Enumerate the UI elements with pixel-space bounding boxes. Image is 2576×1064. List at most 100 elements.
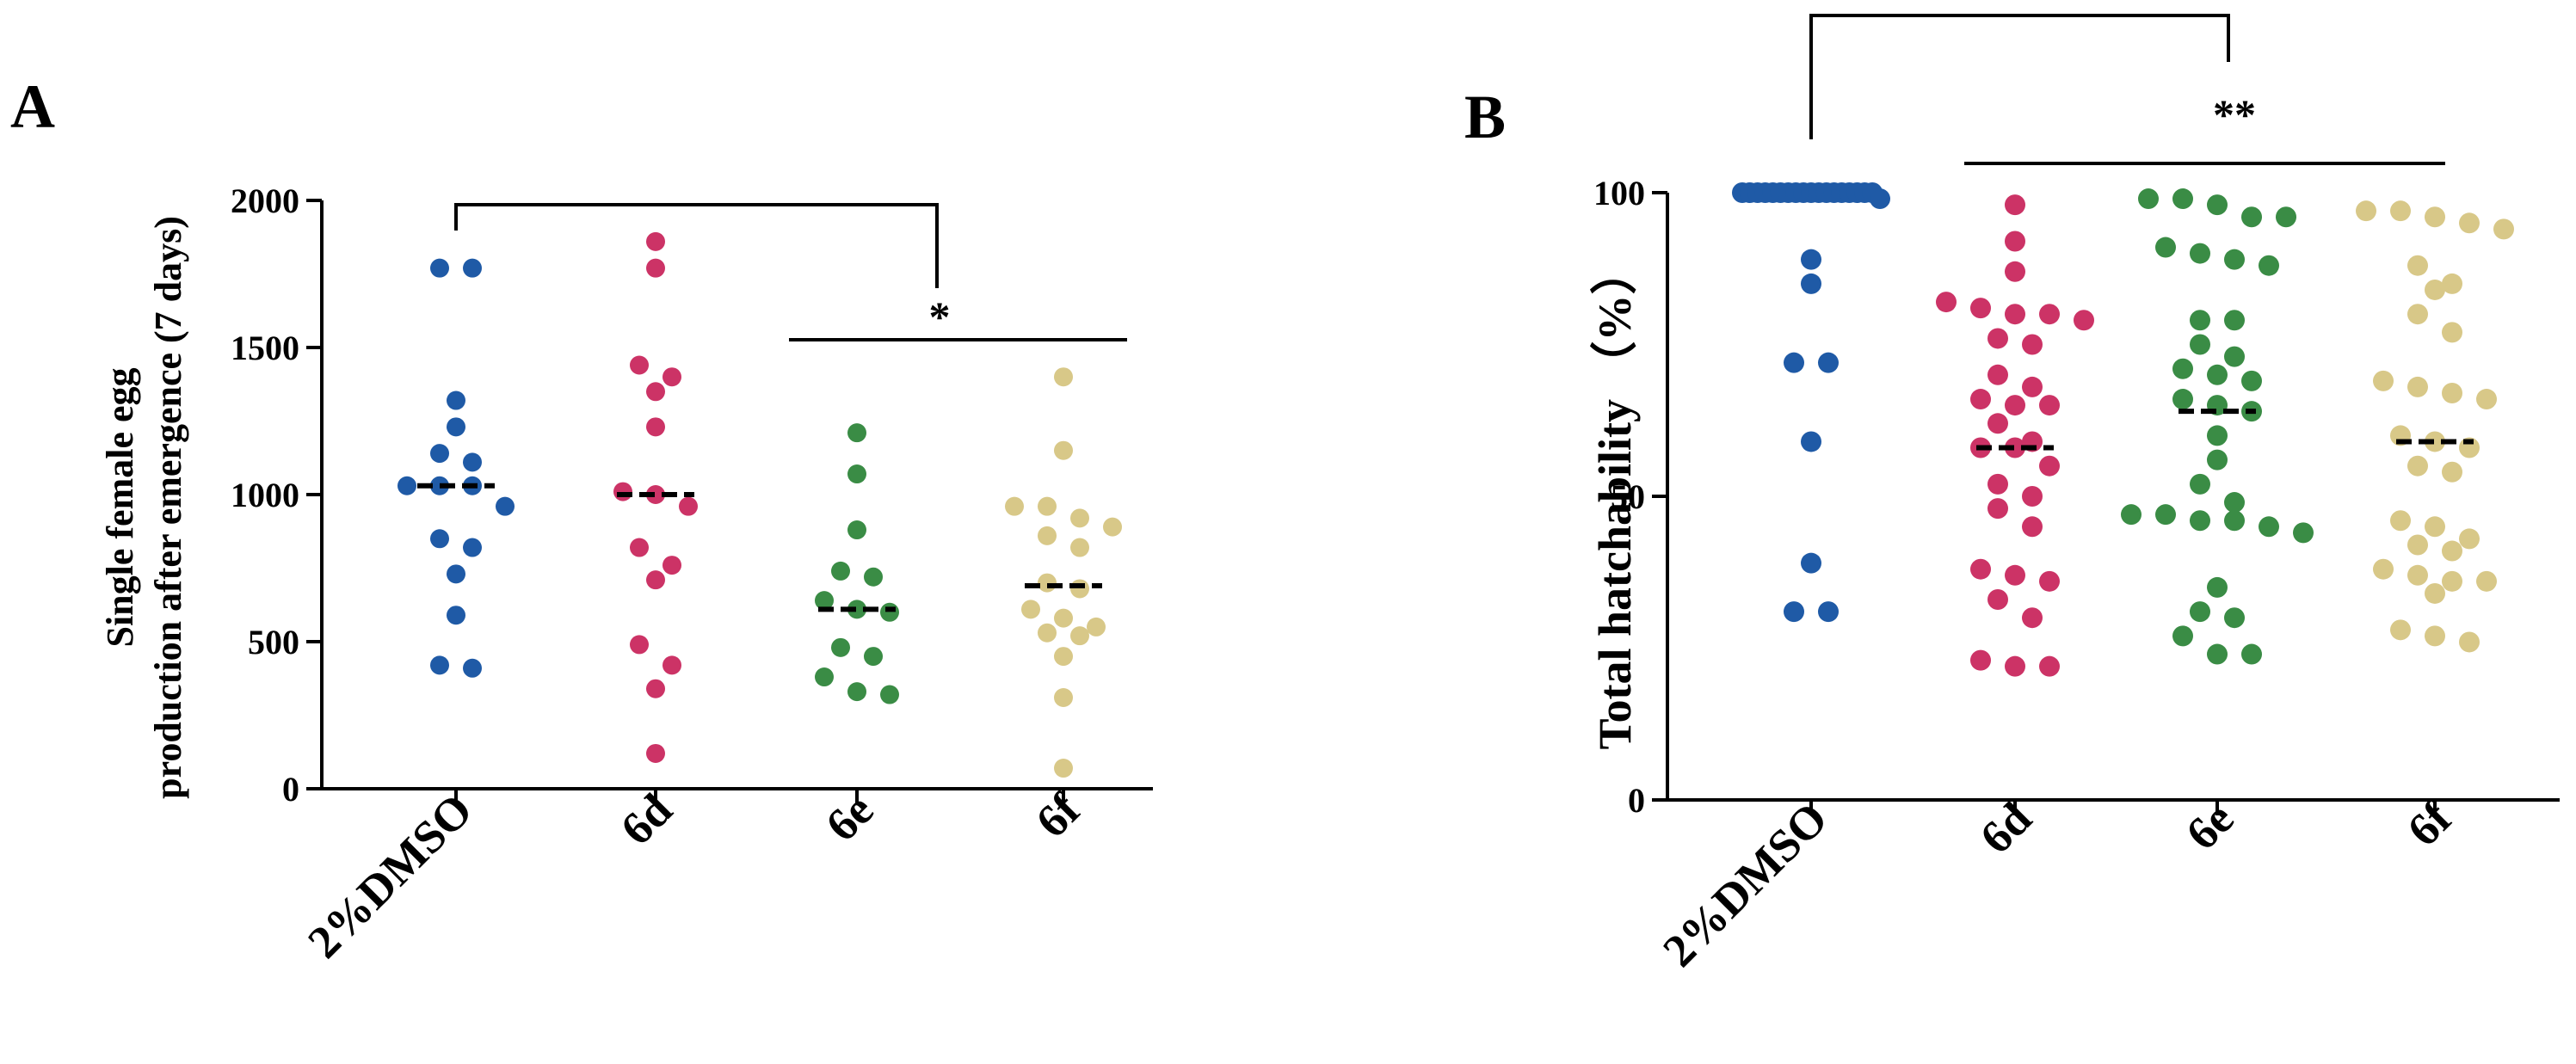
data-point-b-6f xyxy=(2493,218,2514,240)
x-category-label-b: 6e xyxy=(2176,792,2243,859)
data-point-b-6e xyxy=(2190,334,2210,355)
data-point-b-6e xyxy=(2155,237,2176,258)
data-point-b-6d xyxy=(2039,570,2060,592)
data-point-b-6d xyxy=(1987,364,2008,385)
data-point-b-6d xyxy=(2022,486,2043,507)
data-point-b-2dmso xyxy=(1801,431,1821,452)
x-category-label-a: 6d xyxy=(611,784,682,855)
data-point-a-2dmso xyxy=(397,476,416,495)
data-point-a-6d xyxy=(630,635,649,655)
y-tick-label-b: 0 xyxy=(1628,781,1645,820)
data-point-a-2dmso xyxy=(463,658,482,678)
data-point-b-6f xyxy=(2390,200,2411,222)
data-point-a-6d xyxy=(662,556,681,575)
x-categories-a: 2%DMSO 6d 6e 6f xyxy=(298,783,1090,968)
data-point-b-6e xyxy=(2190,310,2210,331)
data-point-b-6d xyxy=(2039,395,2060,416)
data-point-b-6e xyxy=(2155,504,2176,526)
significance-bracket-a xyxy=(454,203,939,288)
data-point-a-2dmso xyxy=(463,258,482,278)
data-point-a-6d xyxy=(630,355,649,375)
data-point-b-6d xyxy=(2005,655,2025,677)
data-point-b-6f xyxy=(2442,382,2462,403)
data-point-a-6e xyxy=(815,667,834,687)
data-point-a-6f xyxy=(1054,440,1073,460)
data-point-a-6d xyxy=(646,382,665,402)
data-point-a-6f xyxy=(1054,367,1073,387)
data-point-b-6d xyxy=(1970,558,1991,580)
data-point-b-6d xyxy=(1987,498,2008,520)
panel-b: B Total hatchability （%） 0 50 100 2%DMSO 6d… xyxy=(1464,14,2560,976)
data-point-a-2dmso xyxy=(447,564,465,584)
data-point-b-6d xyxy=(2005,261,2025,282)
x-category-label-b: 2%DMSO xyxy=(1653,792,1837,976)
significance-label-b: ** xyxy=(2213,90,2256,138)
data-point-b-6e xyxy=(2190,510,2210,532)
data-point-b-6e xyxy=(2241,370,2262,391)
data-point-b-6e xyxy=(2224,310,2245,331)
data-point-a-6f xyxy=(1054,759,1073,778)
data-point-a-6f xyxy=(1038,496,1057,516)
data-point-a-6f xyxy=(1038,573,1057,593)
data-point-b-2dmso xyxy=(1818,352,1839,373)
x-category-label-a: 2%DMSO xyxy=(298,784,482,968)
data-point-b-6f xyxy=(2425,279,2445,300)
data-point-a-6f xyxy=(1087,617,1106,637)
data-point-a-6d xyxy=(613,482,632,501)
data-point-a-2dmso xyxy=(430,655,449,675)
data-point-b-6f xyxy=(2407,304,2428,325)
data-point-b-6e xyxy=(2138,188,2159,210)
data-point-b-6f xyxy=(2442,273,2462,294)
x-category-label-a: 6f xyxy=(1026,783,1090,847)
data-point-a-2dmso xyxy=(430,529,449,549)
data-point-a-6f xyxy=(1005,496,1024,516)
significance-label-a: * xyxy=(929,292,951,341)
y-ticks-b: 0 50 100 xyxy=(1593,174,1667,820)
data-point-b-6d xyxy=(2005,194,2025,216)
data-point-a-2dmso xyxy=(496,496,515,516)
data-point-b-6f xyxy=(2459,631,2480,653)
x-categories-b: 2%DMSO 6d 6e 6f xyxy=(1653,791,2462,976)
data-point-b-6f xyxy=(2459,528,2480,550)
y-ticks-a: 0 500 1000 1500 2000 xyxy=(231,181,322,809)
data-point-b-2dmso xyxy=(1801,552,1821,574)
data-point-b-6e xyxy=(2190,601,2210,623)
data-point-b-6d xyxy=(2039,304,2060,325)
data-point-b-6d xyxy=(1987,589,2008,611)
data-point-b-6f xyxy=(2407,455,2428,477)
data-point-a-6e xyxy=(847,600,866,619)
data-point-b-6f xyxy=(2476,389,2497,410)
data-point-b-6f xyxy=(2373,558,2394,580)
data-point-b-6f xyxy=(2425,516,2445,538)
data-point-a-6f xyxy=(1021,600,1040,619)
data-point-a-6e xyxy=(815,591,834,611)
data-point-b-6e xyxy=(2121,504,2142,526)
points-a xyxy=(397,231,1122,778)
y-axis-label-a: Single female egg production after emerg… xyxy=(99,216,189,799)
data-point-b-6f xyxy=(2390,619,2411,641)
data-point-a-2dmso xyxy=(463,538,482,557)
data-point-a-6f xyxy=(1070,579,1089,599)
data-point-a-6f xyxy=(1054,687,1073,707)
data-point-b-6e xyxy=(2259,255,2279,276)
data-point-a-6f xyxy=(1054,608,1073,628)
medians-a xyxy=(417,483,1102,612)
data-point-b-6d xyxy=(2005,564,2025,586)
data-point-b-6e xyxy=(2241,643,2262,665)
data-point-b-2dmso xyxy=(1784,352,1804,373)
data-point-a-6f xyxy=(1070,508,1089,528)
data-point-b-6e xyxy=(2207,425,2228,446)
y-tick-label-a: 500 xyxy=(248,623,299,661)
panel-letter-b: B xyxy=(1464,83,1506,151)
data-point-a-6e xyxy=(847,464,866,484)
data-point-b-6d xyxy=(2022,607,2043,629)
data-point-b-6d xyxy=(1970,649,1991,671)
data-point-a-6d xyxy=(630,538,649,557)
data-point-b-2dmso xyxy=(1818,601,1839,623)
data-point-b-2dmso xyxy=(1870,188,1890,210)
data-point-b-6f xyxy=(2407,376,2428,397)
data-point-b-6f xyxy=(2476,570,2497,592)
x-category-label-b: 6d xyxy=(1970,792,2042,864)
y-tick-label-a: 0 xyxy=(282,770,299,809)
